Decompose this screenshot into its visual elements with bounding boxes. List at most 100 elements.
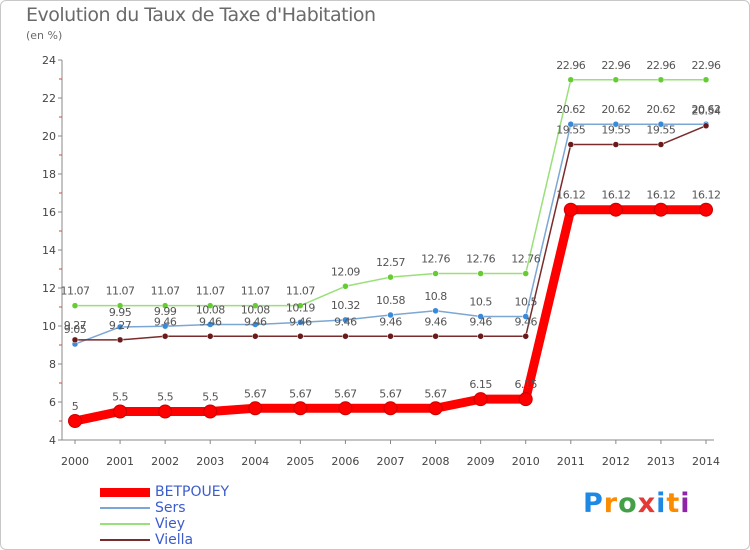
- point-viella-2008: [432, 333, 439, 340]
- point-viey-2007: [387, 273, 394, 281]
- point-sers-2008: [432, 307, 439, 315]
- point-betpouey-2002: [158, 404, 173, 419]
- data-label-viella-2009: 9.46: [469, 315, 492, 328]
- data-label-sers-2008: 10.8: [424, 290, 447, 303]
- logo-letter: i: [656, 488, 667, 519]
- data-label-betpouey-2002: 5.5: [157, 391, 173, 404]
- point-sers-2004: [252, 321, 259, 328]
- data-label-betpouey-2007: 5.67: [379, 387, 402, 400]
- point-viella-2001: [116, 336, 124, 344]
- point-viey-2004: [252, 302, 259, 309]
- x-tick-label-2003: 2003: [196, 455, 224, 468]
- x-tick-label-2000: 2000: [61, 455, 89, 468]
- chart-subtitle: (en %): [26, 29, 63, 42]
- data-label-betpouey-2013: 16.12: [646, 189, 675, 202]
- point-viella-2007: [387, 333, 394, 340]
- logo-letter: P: [583, 488, 604, 519]
- data-label-sers-2012: 20.62: [601, 103, 630, 116]
- point-viey-2005: [297, 302, 304, 309]
- data-label-betpouey-2012: 16.12: [601, 189, 630, 202]
- x-tick-label-2012: 2012: [602, 455, 630, 468]
- data-label-sers-2000: 9.05: [64, 323, 87, 336]
- point-viey-2006: [342, 283, 349, 290]
- data-label-sers-2013: 20.62: [646, 103, 675, 116]
- data-label-viey-2002: 11.07: [151, 285, 180, 298]
- legend-label: Viey: [155, 516, 186, 532]
- data-label-viey-2009: 12.76: [466, 253, 495, 266]
- data-label-viella-2002: 9.46: [154, 315, 177, 328]
- point-viey-2010: [522, 270, 529, 277]
- data-label-viey-2010: 12.76: [511, 253, 540, 266]
- point-viey-2008: [432, 270, 439, 277]
- point-betpouey-2007: [383, 401, 398, 416]
- legend-label: BETPOUEY: [155, 484, 230, 500]
- x-tick-label-2009: 2009: [467, 455, 495, 468]
- data-label-viey-2007: 12.57: [376, 256, 405, 269]
- legend-swatch: [100, 487, 150, 497]
- x-tick-label-2005: 2005: [286, 455, 314, 468]
- x-tick-label-2006: 2006: [331, 455, 359, 468]
- data-label-betpouey-2001: 5.5: [112, 391, 128, 404]
- data-label-betpouey-2000: 5: [72, 400, 79, 413]
- data-label-viella-2011: 19.55: [556, 124, 585, 137]
- chart-title: Evolution du Taux de Taxe d'Habitation: [26, 4, 376, 26]
- logo-letter: t: [666, 488, 681, 519]
- point-betpouey-2012: [608, 202, 623, 217]
- data-label-sers-2005: 10.19: [286, 301, 315, 314]
- point-betpouey-2001: [113, 404, 128, 419]
- point-betpouey-2005: [293, 401, 308, 416]
- data-label-viella-2004: 9.46: [244, 315, 267, 328]
- point-sers-2013: [657, 120, 665, 128]
- point-betpouey-2014: [699, 202, 713, 217]
- data-label-viella-2005: 9.46: [289, 315, 312, 328]
- point-viella-2013: [657, 141, 665, 148]
- point-viey-2014: [702, 76, 710, 84]
- y-tick-label-24: 24: [42, 54, 56, 67]
- y-tick-label-8: 8: [49, 358, 56, 371]
- data-label-betpouey-2005: 5.67: [289, 387, 312, 400]
- data-label-sers-2004: 10.08: [241, 303, 270, 316]
- x-tick-label-2014: 2014: [692, 455, 720, 468]
- x-tick-label-2001: 2001: [106, 455, 134, 468]
- data-label-sers-2006: 10.32: [331, 299, 360, 312]
- legend-label: Sers: [155, 500, 186, 516]
- data-label-viella-2010: 9.46: [514, 315, 537, 328]
- proxiti-logo: Proxiti: [583, 488, 691, 519]
- data-label-sers-2007: 10.58: [376, 294, 405, 307]
- data-label-viella-2006: 9.46: [334, 315, 357, 328]
- legend-swatch: [100, 507, 150, 509]
- data-label-viella-2008: 9.46: [424, 315, 447, 328]
- logo-letter: o: [618, 488, 638, 519]
- data-label-viella-2003: 9.46: [199, 315, 222, 328]
- data-label-viey-2003: 11.07: [196, 285, 225, 298]
- data-label-viey-2005: 11.07: [286, 285, 315, 298]
- point-viey-2002: [161, 302, 169, 309]
- data-label-viey-2014: 22.96: [692, 59, 721, 72]
- data-label-betpouey-2009: 6.15: [469, 378, 492, 391]
- point-viey-2012: [612, 76, 620, 84]
- point-viey-2001: [116, 302, 124, 309]
- point-sers-2002: [161, 322, 169, 330]
- point-viella-2011: [567, 141, 575, 148]
- legend-swatch: [100, 539, 150, 541]
- point-betpouey-2008: [428, 401, 443, 416]
- x-tick-label-2002: 2002: [151, 455, 179, 468]
- x-tick-label-2004: 2004: [241, 455, 269, 468]
- data-label-viey-2011: 22.96: [556, 59, 585, 72]
- data-label-betpouey-2008: 5.67: [424, 387, 447, 400]
- point-sers-2003: [206, 321, 214, 328]
- point-betpouey-2003: [203, 404, 218, 419]
- data-label-viella-2012: 19.55: [601, 124, 630, 137]
- point-betpouey-2013: [653, 202, 668, 217]
- data-label-betpouey-2003: 5.5: [202, 391, 218, 404]
- point-viella-2000: [71, 336, 79, 344]
- y-tick-label-4: 4: [49, 434, 56, 447]
- point-betpouey-2009: [473, 392, 488, 407]
- y-tick-label-18: 18: [42, 168, 56, 181]
- point-viella-2010: [522, 333, 529, 340]
- point-viella-2012: [612, 141, 620, 148]
- point-viey-2009: [477, 270, 484, 277]
- data-label-viey-2013: 22.96: [646, 59, 675, 72]
